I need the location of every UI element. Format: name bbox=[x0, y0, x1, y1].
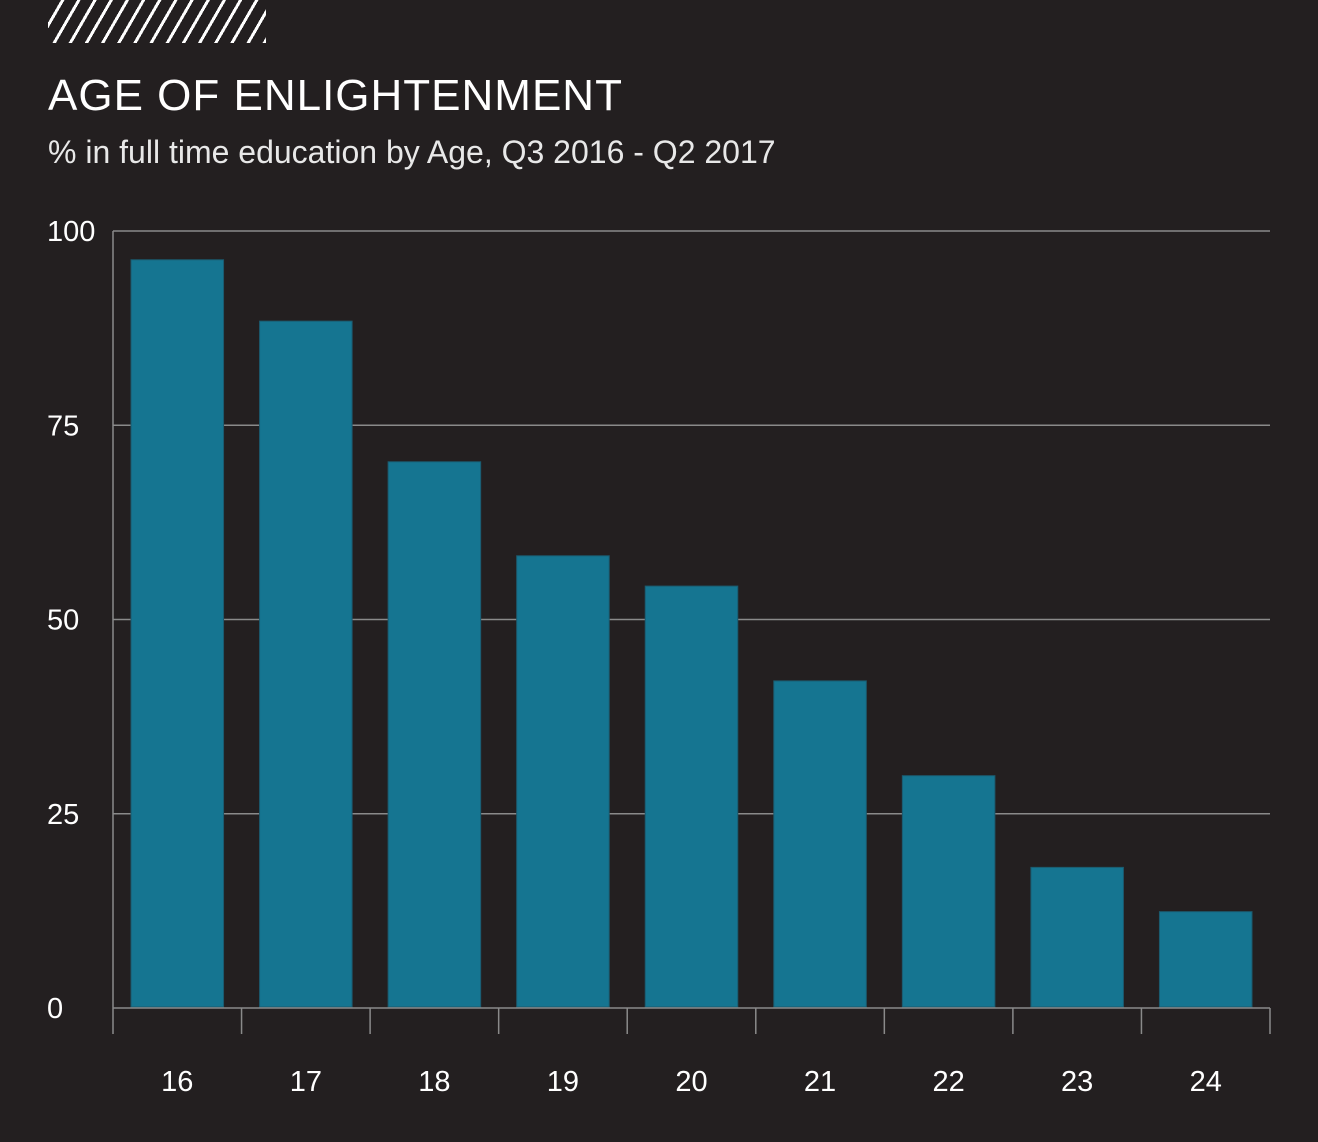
decorative-stripes bbox=[48, 0, 266, 43]
x-tick-label-20: 20 bbox=[675, 1066, 707, 1098]
x-tick-label-16: 16 bbox=[161, 1066, 193, 1098]
y-tick-label-75: 75 bbox=[47, 410, 79, 442]
bar-16 bbox=[130, 259, 225, 1008]
x-tick-label-21: 21 bbox=[804, 1066, 836, 1098]
x-tick-label-17: 17 bbox=[290, 1066, 322, 1098]
bar-21 bbox=[773, 680, 867, 1008]
x-tick-labels: 16 17 18 19 20 21 22 23 24 bbox=[161, 1066, 1222, 1098]
y-tick-label-0: 0 bbox=[47, 993, 63, 1025]
bar-19 bbox=[516, 555, 610, 1008]
bar-22 bbox=[901, 775, 996, 1008]
chart-title: AGE OF ENLIGHTENMENT bbox=[48, 71, 623, 120]
bar-23 bbox=[1030, 866, 1124, 1008]
x-tick-label-22: 22 bbox=[932, 1066, 964, 1098]
y-tick-labels: 0 25 50 75 100 bbox=[47, 216, 95, 1025]
bar-18 bbox=[387, 461, 482, 1008]
chart-subtitle: % in full time education by Age, Q3 2016… bbox=[48, 134, 776, 170]
bar-20 bbox=[644, 585, 739, 1008]
bar-24 bbox=[1158, 911, 1253, 1008]
y-tick-label-25: 25 bbox=[47, 799, 79, 831]
x-tick-label-23: 23 bbox=[1061, 1066, 1093, 1098]
x-tick-label-24: 24 bbox=[1190, 1066, 1222, 1098]
bars bbox=[130, 259, 1253, 1008]
x-tick-label-19: 19 bbox=[547, 1066, 579, 1098]
x-axis bbox=[112, 231, 1271, 1034]
y-tick-label-100: 100 bbox=[47, 216, 95, 248]
y-tick-label-50: 50 bbox=[47, 605, 79, 637]
bar-17 bbox=[259, 320, 353, 1008]
x-tick-label-18: 18 bbox=[418, 1066, 450, 1098]
